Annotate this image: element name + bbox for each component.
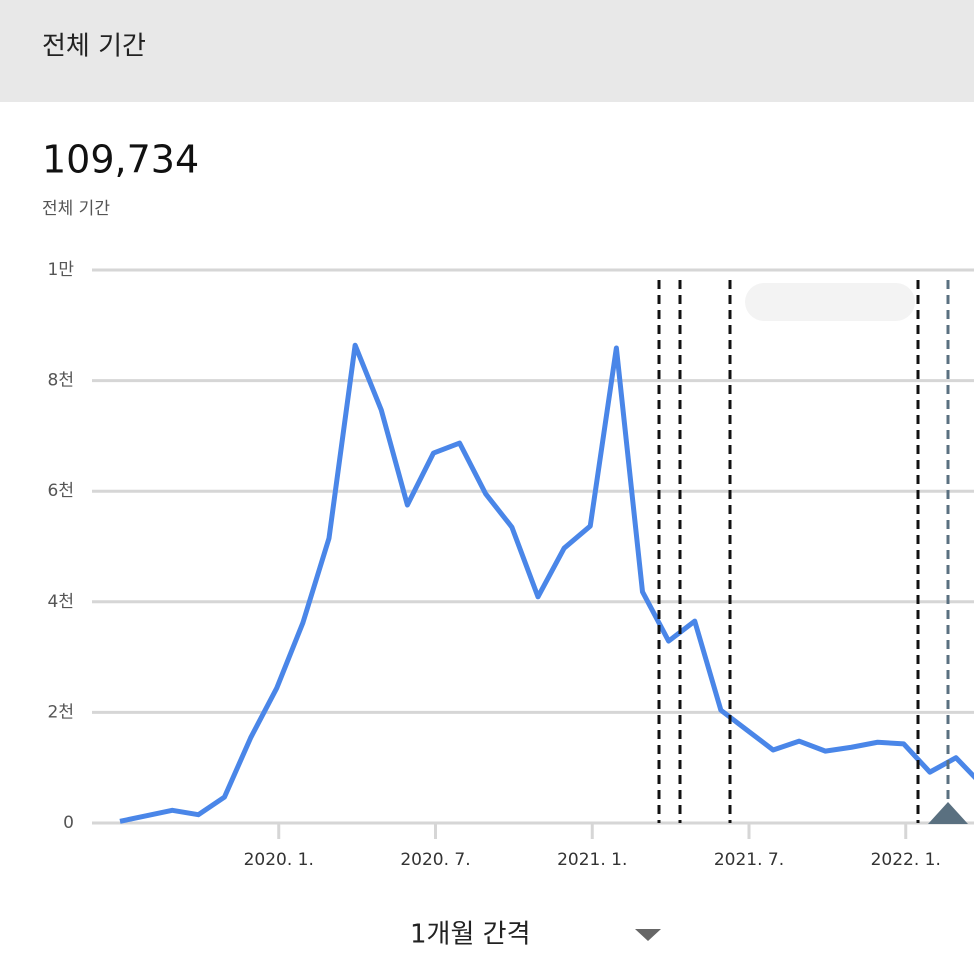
header-bar <box>0 0 974 102</box>
x-tick-label: 2021. 1. <box>557 850 627 870</box>
current-marker[interactable] <box>928 802 968 824</box>
total-label: 전체 기간 <box>42 199 110 219</box>
dropdown-arrow[interactable] <box>635 929 661 941</box>
x-tick-label: 2021. 7. <box>714 850 784 870</box>
y-tick-label: 4천 <box>48 592 74 612</box>
interval-label[interactable]: 1개월 간격 <box>410 920 531 950</box>
total-value: 109,734 <box>42 138 199 182</box>
x-tick-label: 2020. 7. <box>400 850 470 870</box>
y-tick-label: 1만 <box>48 260 75 280</box>
header-title: 전체 기간 <box>42 32 146 62</box>
line-series <box>119 342 974 824</box>
blurred-area <box>745 283 915 321</box>
annotations <box>657 280 950 823</box>
x-tick-label: 2022. 1. <box>871 850 941 870</box>
y-tick-label: 0 <box>63 813 74 833</box>
x-tick-label: 2020. 1. <box>244 850 314 870</box>
y-tick-label: 8천 <box>48 371 74 391</box>
y-tick-label: 2천 <box>48 702 74 722</box>
y-tick-label: 6천 <box>48 481 74 501</box>
